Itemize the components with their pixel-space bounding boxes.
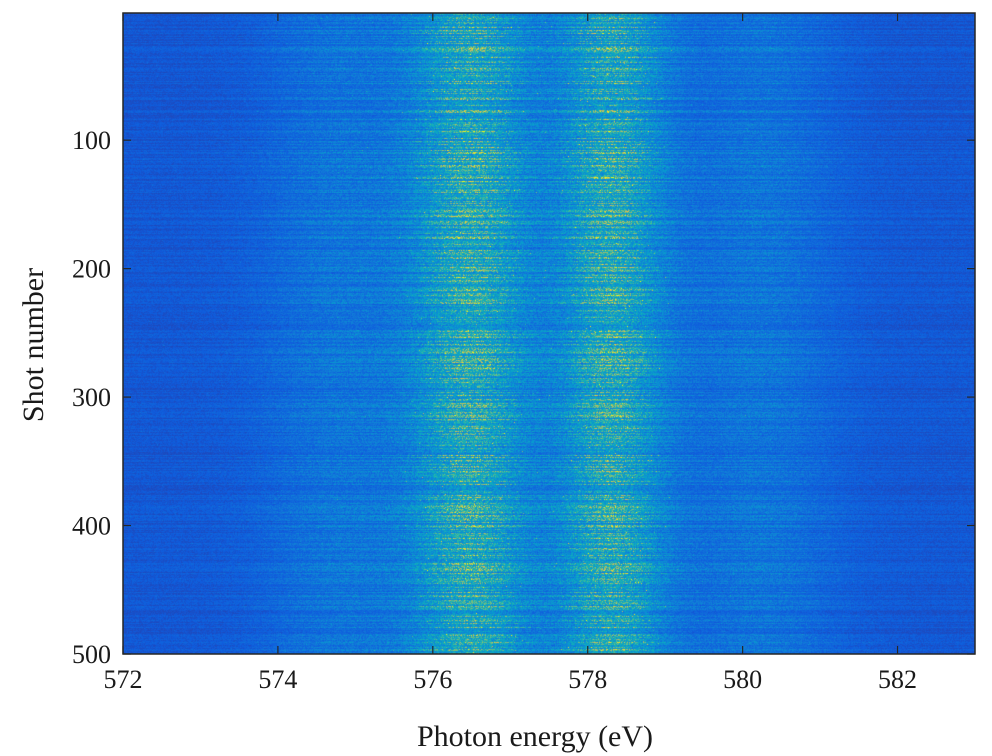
x-tick-label: 572 [104, 665, 143, 694]
plot-area [122, 12, 976, 655]
y-tick-label: 200 [72, 255, 111, 284]
x-tick-label: 574 [258, 665, 297, 694]
y-tick-label: 100 [72, 126, 111, 155]
x-axis: 572 574 576 578 580 582 [104, 13, 917, 694]
y-tick-label: 400 [72, 512, 111, 541]
y-tick-label: 300 [72, 383, 111, 412]
x-tick-label: 576 [413, 665, 452, 694]
y-tick-label: 500 [72, 640, 111, 669]
heatmap-raster-container [123, 13, 975, 654]
x-tick-label: 580 [723, 665, 762, 694]
x-tick-label: 578 [568, 665, 607, 694]
x-axis-label: Photon energy (eV) [417, 720, 653, 753]
y-axis-label: Shot number [17, 268, 50, 422]
plot-frame [122, 12, 976, 655]
x-tick-label: 582 [878, 665, 917, 694]
y-axis: 100 200 300 400 500 [72, 126, 975, 669]
heatmap-raster [123, 13, 975, 654]
